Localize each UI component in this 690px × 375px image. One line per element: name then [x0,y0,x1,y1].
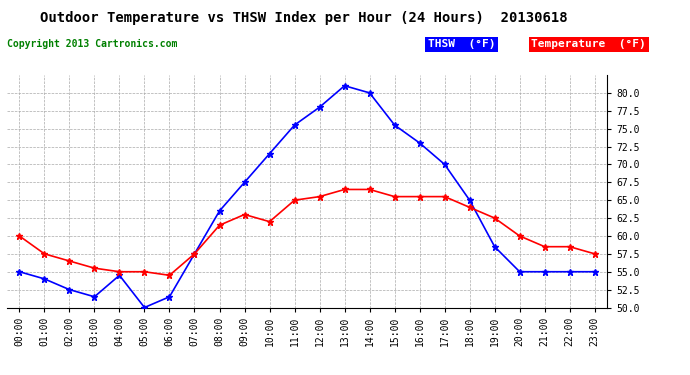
Text: Temperature  (°F): Temperature (°F) [531,39,646,50]
Text: THSW  (°F): THSW (°F) [428,39,495,50]
Text: Outdoor Temperature vs THSW Index per Hour (24 Hours)  20130618: Outdoor Temperature vs THSW Index per Ho… [40,11,567,25]
Text: Copyright 2013 Cartronics.com: Copyright 2013 Cartronics.com [7,39,177,50]
